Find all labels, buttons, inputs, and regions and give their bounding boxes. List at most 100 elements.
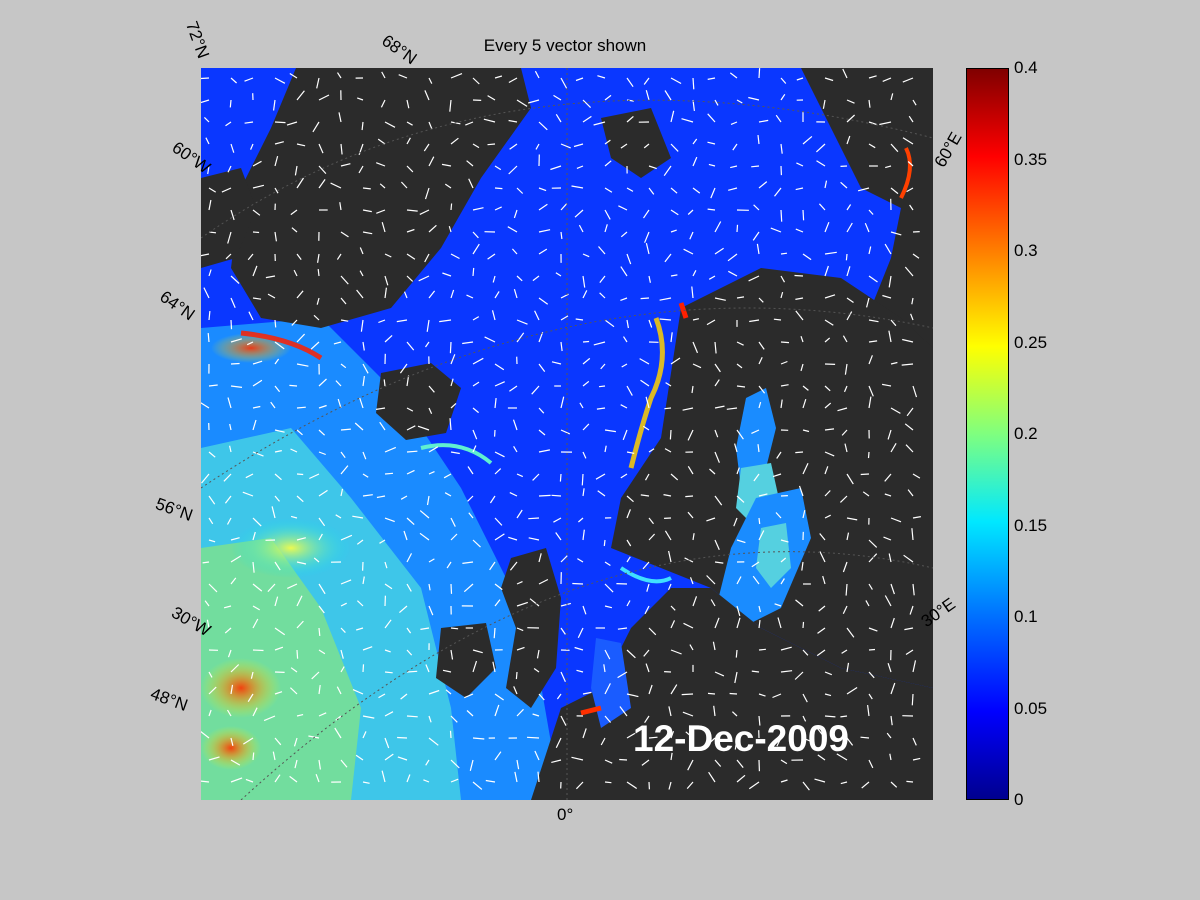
vector-arrow — [604, 319, 615, 328]
vector-arrow — [901, 363, 914, 366]
vector-arrow — [265, 275, 276, 279]
vector-arrow — [428, 407, 433, 415]
vector-arrow — [551, 494, 562, 497]
vector-arrow — [318, 404, 327, 409]
vector-arrow — [706, 737, 716, 747]
vector-arrow — [226, 709, 232, 717]
vector-arrow — [362, 781, 370, 784]
vector-arrow — [318, 533, 323, 541]
vector-arrow — [868, 143, 876, 149]
vector-arrow — [515, 671, 518, 680]
vector-arrow — [511, 248, 518, 255]
vector-arrow — [450, 402, 457, 409]
vector-arrow — [648, 517, 654, 525]
vector-arrow — [289, 384, 298, 387]
vector-arrow — [290, 448, 298, 453]
vector-arrow — [450, 517, 456, 527]
vector-arrow — [247, 253, 254, 261]
vector-arrow — [406, 774, 411, 783]
label-64N: 64°N — [156, 286, 199, 325]
vector-arrow — [736, 605, 741, 617]
vector-arrow — [868, 583, 873, 590]
vector-arrow — [644, 605, 650, 615]
vector-arrow — [757, 135, 760, 145]
vector-arrow — [844, 363, 848, 375]
vector-arrow — [730, 165, 738, 169]
vector-arrow — [560, 203, 568, 211]
vector-arrow — [362, 187, 371, 190]
graticule — [201, 68, 933, 800]
vector-arrow — [267, 583, 276, 593]
vector-arrow — [668, 781, 672, 790]
vector-arrow — [573, 143, 584, 148]
vector-arrow — [252, 531, 256, 541]
vector-arrow — [406, 253, 416, 260]
vector-arrow — [626, 732, 636, 739]
vector-arrow — [244, 121, 254, 124]
vector-arrow — [359, 397, 364, 409]
vector-arrow — [516, 708, 524, 717]
vector-arrow — [734, 737, 738, 750]
vector-arrow — [406, 228, 415, 233]
vector-arrow — [352, 515, 364, 519]
vector-arrow — [384, 472, 394, 475]
vector-arrow — [868, 246, 872, 255]
vector-arrow — [274, 121, 286, 124]
vector-arrow — [890, 682, 896, 695]
vector-arrow — [290, 515, 298, 519]
vector-arrow — [296, 177, 305, 189]
vector-arrow — [776, 451, 782, 459]
vector-arrow — [201, 99, 210, 104]
vector-arrow — [560, 671, 566, 683]
vector-arrow — [538, 693, 545, 701]
vector-arrow — [664, 407, 672, 410]
vector-arrow — [890, 715, 893, 726]
vector-arrow — [553, 517, 562, 523]
vector-arrow — [593, 121, 606, 126]
vector-arrow — [507, 226, 518, 233]
vector-arrow — [758, 620, 761, 629]
vector-arrow — [802, 509, 806, 519]
colorbar-tick-label: 0.1 — [1014, 607, 1038, 626]
vector-arrow — [729, 72, 738, 79]
vector-arrow — [400, 181, 408, 189]
vector-arrow — [840, 781, 848, 785]
vector-arrow — [648, 319, 653, 328]
vector-arrow — [758, 297, 764, 303]
vector-arrow — [890, 361, 898, 365]
vector-arrow — [252, 707, 258, 717]
vector-arrow — [359, 270, 364, 277]
vector-arrow — [555, 532, 562, 541]
vector-arrow — [802, 649, 809, 656]
vector-arrow — [908, 115, 914, 123]
vector-arrow — [599, 275, 606, 283]
vector-arrow — [378, 693, 386, 699]
vector-arrow — [911, 297, 914, 305]
vector-arrow — [604, 649, 611, 660]
vector-arrow — [795, 228, 804, 233]
vector-arrow — [376, 209, 386, 214]
vector-arrow — [846, 99, 855, 104]
vector-arrow — [890, 517, 902, 523]
vector-arrow — [912, 660, 917, 673]
north-sea — [591, 638, 631, 728]
vector-arrow — [400, 495, 408, 500]
vector-arrow — [406, 209, 418, 212]
vector-arrow — [626, 187, 634, 192]
vector-arrow — [406, 407, 414, 412]
vector-arrow — [648, 187, 655, 195]
vector-arrow — [538, 363, 546, 372]
colorbar — [966, 68, 1009, 800]
vector-arrow — [758, 493, 768, 497]
vector-arrow — [905, 444, 914, 453]
vector-arrow — [538, 429, 546, 436]
vector-arrow — [735, 649, 738, 658]
vector-arrow — [868, 75, 877, 79]
vector-arrow — [780, 360, 788, 365]
vector-arrow — [467, 495, 474, 502]
vector-arrow — [252, 160, 262, 167]
vector-arrow — [406, 450, 418, 453]
vector-arrow — [512, 419, 518, 431]
vector-arrow — [620, 231, 628, 238]
vector-arrow — [208, 451, 216, 458]
